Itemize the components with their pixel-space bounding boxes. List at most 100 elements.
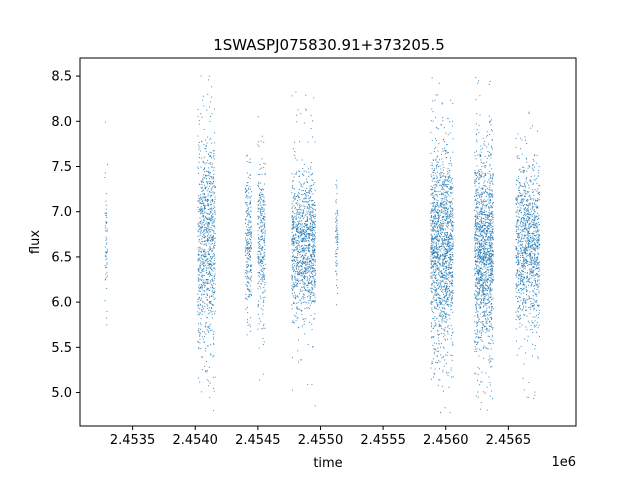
scatter-point [446,255,448,257]
scatter-point [201,391,203,393]
scatter-point [487,224,489,226]
scatter-point [313,292,315,294]
scatter-point [304,269,306,270]
scatter-point [490,246,491,248]
scatter-point [492,340,494,342]
scatter-point [481,147,483,149]
scatter-point [432,223,434,225]
scatter-point [304,231,306,233]
scatter-point [198,208,200,210]
scatter-point [476,165,478,167]
scatter-point [308,233,310,235]
scatter-point [305,240,307,242]
scatter-point [485,283,487,285]
scatter-point [479,277,481,279]
scatter-point [310,191,312,193]
scatter-point [492,270,493,272]
scatter-point [204,187,206,189]
scatter-point [436,294,438,296]
scatter-point [430,246,432,248]
scatter-point [246,299,248,301]
scatter-point [261,277,263,279]
scatter-point [430,290,432,292]
scatter-point [206,162,208,164]
scatter-point [295,263,297,265]
scatter-point [438,143,440,145]
scatter-point [291,173,293,175]
scatter-point [261,189,263,191]
scatter-point [308,204,310,206]
scatter-point [206,109,208,111]
scatter-point [439,229,441,231]
scatter-point [198,297,200,299]
scatter-point [291,203,293,205]
scatter-point [205,245,207,247]
scatter-point [200,256,202,258]
scatter-point [491,231,493,233]
scatter-point [261,260,263,262]
scatter-point [434,205,436,207]
scatter-point [205,221,207,223]
scatter-point [440,224,442,226]
scatter-point [246,185,248,187]
scatter-point [484,296,486,298]
scatter-point [308,250,310,252]
scatter-point [449,174,451,176]
scatter-point [263,278,265,280]
scatter-point [300,265,302,267]
scatter-point [300,310,302,312]
scatter-point [442,299,444,301]
scatter-point [262,258,264,260]
scatter-point [492,219,494,221]
scatter-point [311,265,313,267]
scatter-point [477,255,479,257]
scatter-point [437,182,439,184]
scatter-point [209,344,211,346]
scatter-point [205,279,207,281]
scatter-point [211,183,213,185]
scatter-point [452,224,454,226]
scatter-point [212,219,214,221]
scatter-point [309,289,311,291]
scatter-point [204,196,206,198]
scatter-point [314,405,316,407]
scatter-point [211,264,213,266]
scatter-point [484,288,486,290]
scatter-point [491,145,493,147]
scatter-point [211,222,213,224]
scatter-point [312,287,314,289]
scatter-point [314,264,316,266]
scatter-point [437,233,439,235]
scatter-point [297,109,299,111]
scatter-point [335,199,337,201]
scatter-point [291,260,293,262]
scatter-point [292,221,294,223]
scatter-point [204,148,206,150]
scatter-point [484,222,486,224]
scatter-point [480,203,482,205]
scatter-point [311,273,313,275]
scatter-point [443,235,445,237]
scatter-point [294,260,296,262]
scatter-point [263,189,265,191]
scatter-point [200,226,202,228]
scatter-point [214,233,216,235]
scatter-point [447,151,449,153]
scatter-point [446,179,448,181]
scatter-point [297,194,299,196]
scatter-point [451,267,453,269]
scatter-point [259,259,261,261]
scatter-point [204,290,206,292]
scatter-point [441,277,443,279]
scatter-point [445,312,447,314]
scatter-point [442,356,444,358]
scatter-point [432,219,434,221]
scatter-point [488,287,490,289]
scatter-point [200,233,202,235]
scatter-point [292,200,294,202]
scatter-point [437,256,439,258]
scatter-point [440,232,442,234]
scatter-point [451,359,453,361]
scatter-point [299,282,301,284]
scatter-point [481,285,483,287]
